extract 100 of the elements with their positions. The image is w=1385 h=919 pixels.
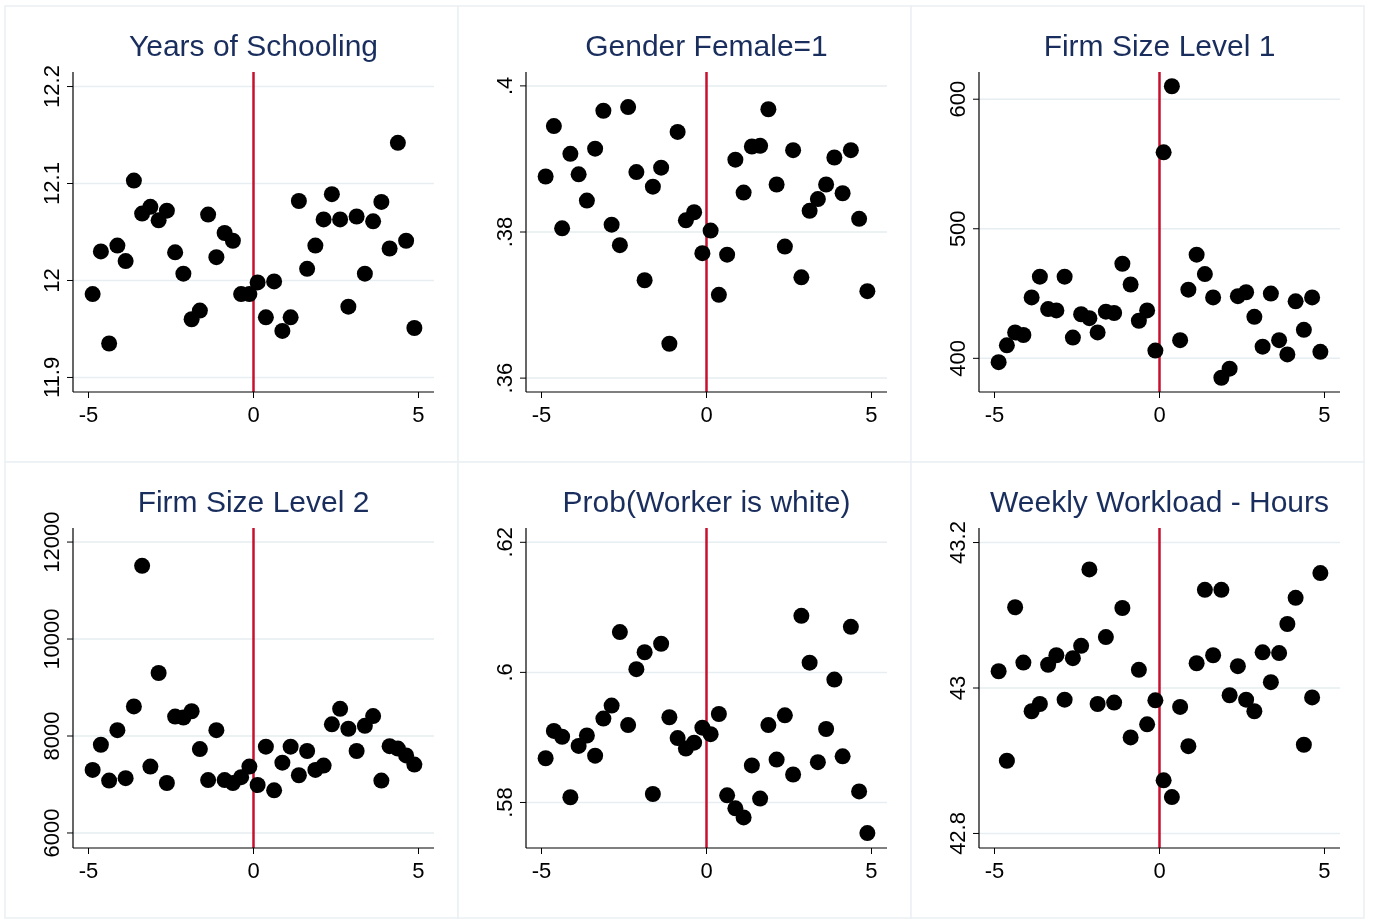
y-tick-label: .58 (492, 787, 517, 818)
point (1130, 661, 1147, 678)
point (1262, 674, 1279, 691)
point (702, 726, 719, 743)
point (620, 717, 637, 734)
point (768, 176, 785, 193)
x-tick-label: -5 (984, 858, 1005, 883)
point (266, 782, 283, 799)
point (578, 192, 595, 209)
x-tick-label: 0 (247, 858, 260, 883)
point (628, 164, 645, 181)
point (1007, 599, 1024, 616)
point (760, 717, 777, 734)
point (315, 211, 332, 228)
point (1279, 346, 1296, 363)
chart-title: Gender Female=1 (585, 29, 828, 62)
y-tick-label: .38 (492, 216, 517, 248)
point (1064, 650, 1081, 667)
point (348, 743, 365, 760)
point (842, 142, 859, 159)
point (208, 722, 225, 739)
point (578, 727, 595, 744)
x-tick-label: -5 (78, 402, 99, 427)
x-tick-label: 5 (412, 402, 425, 427)
point (620, 99, 637, 116)
point (191, 741, 208, 758)
point (661, 335, 678, 352)
point (826, 149, 843, 166)
point (233, 769, 250, 786)
point (743, 757, 760, 774)
point (406, 756, 423, 773)
x-tick-label: 0 (700, 858, 713, 883)
point (1048, 647, 1065, 664)
point (562, 145, 579, 162)
point (644, 786, 661, 802)
point (1304, 689, 1321, 706)
point (158, 775, 175, 792)
point (801, 202, 818, 219)
point (1279, 616, 1296, 632)
y-tick-label: 500 (945, 210, 970, 248)
chart-title: Prob(Worker is white) (562, 485, 851, 518)
point (826, 671, 843, 688)
point (117, 253, 134, 270)
point (859, 825, 876, 842)
x-tick-label: 5 (412, 858, 425, 883)
point (1221, 360, 1238, 377)
point (636, 644, 653, 661)
point (1130, 312, 1147, 329)
x-tick-label: 0 (247, 402, 260, 427)
point (340, 720, 357, 737)
y-tick-label: .4 (492, 76, 517, 96)
point (611, 624, 628, 641)
point (801, 654, 818, 671)
point (1271, 332, 1288, 349)
point (809, 191, 826, 208)
y-tick-label: 10000 (39, 608, 64, 670)
point (200, 206, 217, 223)
point (636, 272, 653, 289)
point (1122, 276, 1139, 293)
point (776, 707, 793, 724)
point (669, 123, 686, 140)
point (125, 698, 142, 715)
point (1015, 654, 1032, 671)
point (1114, 600, 1131, 616)
point (323, 186, 340, 203)
point (257, 738, 274, 755)
point (1081, 561, 1098, 578)
point (406, 320, 423, 336)
point (290, 767, 307, 784)
x-tick-label: 0 (700, 402, 713, 427)
point (1246, 703, 1263, 720)
point (785, 766, 802, 783)
point (1122, 729, 1139, 746)
point (735, 184, 752, 201)
y-tick-label: 8000 (39, 711, 64, 761)
point (1229, 658, 1246, 675)
point (719, 787, 736, 804)
point (241, 758, 258, 775)
point (793, 269, 810, 286)
point (1188, 655, 1205, 672)
point (398, 232, 415, 249)
point (1139, 716, 1156, 733)
point (274, 754, 291, 771)
point (735, 809, 752, 826)
point (109, 722, 126, 739)
point (167, 244, 184, 261)
x-tick-label: 5 (1318, 402, 1331, 427)
point (554, 728, 571, 745)
y-tick-label: 600 (945, 80, 970, 118)
point (1155, 772, 1172, 789)
point (109, 237, 126, 254)
point (1031, 268, 1048, 285)
chart-title: Firm Size Level 1 (1043, 29, 1276, 62)
point (653, 635, 670, 652)
point (315, 757, 332, 774)
point (191, 302, 208, 319)
x-tick-label: -5 (531, 402, 552, 427)
point (249, 274, 266, 291)
point (84, 286, 101, 303)
x-tick-label: 5 (1318, 858, 1331, 883)
